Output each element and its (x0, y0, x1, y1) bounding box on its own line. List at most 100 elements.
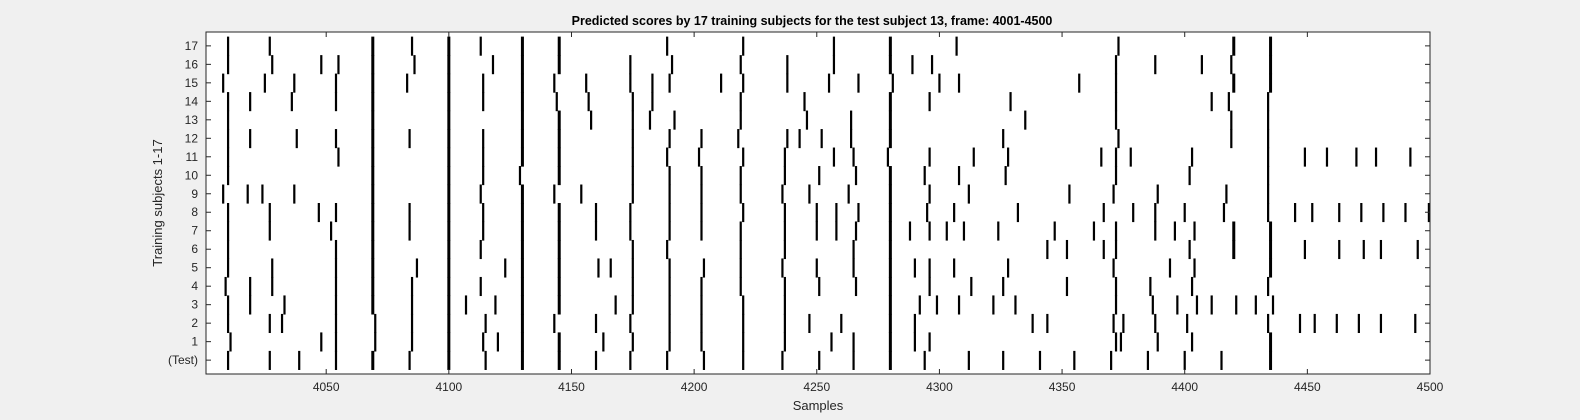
event-mark (224, 276, 227, 297)
y-tick-label: 5 (191, 261, 198, 275)
x-tick-label: 4500 (1417, 380, 1444, 394)
event-mark (970, 276, 973, 297)
event-mark (847, 184, 850, 204)
event-mark (700, 313, 703, 334)
event-mark (374, 313, 377, 334)
event-mark (594, 350, 598, 370)
event-mark (334, 129, 338, 149)
event-mark (668, 258, 671, 278)
event-mark (271, 55, 274, 75)
y-tick-label: 12 (185, 131, 199, 145)
event-mark (520, 184, 524, 204)
event-mark (408, 221, 411, 241)
event-row (226, 147, 1412, 167)
event-mark (1102, 239, 1105, 260)
event-mark (410, 313, 414, 334)
event-mark (447, 92, 451, 112)
event-mark (1200, 55, 1203, 75)
event-mark (410, 295, 414, 315)
event-mark (739, 184, 742, 204)
event-mark (742, 36, 745, 56)
event-mark (666, 36, 669, 56)
event-row (226, 221, 1273, 241)
event-mark (1195, 295, 1199, 315)
event-mark (1156, 332, 1159, 352)
event-mark (249, 276, 252, 297)
event-mark (1014, 295, 1017, 315)
event-row (222, 73, 1273, 93)
event-mark (520, 276, 524, 297)
event-mark (553, 184, 556, 204)
event-mark (1002, 276, 1005, 297)
event-row (226, 92, 1270, 112)
event-mark (818, 166, 821, 186)
event-mark (520, 203, 524, 223)
event-mark (854, 276, 858, 297)
event-mark (1173, 221, 1176, 241)
event-mark (1188, 239, 1191, 260)
event-mark (520, 350, 524, 370)
event-mark (263, 73, 266, 93)
event-mark (742, 73, 745, 93)
event-mark (464, 295, 468, 315)
event-mark (928, 276, 931, 297)
event-mark (504, 258, 507, 278)
event-mark (371, 110, 375, 130)
y-tick-label: 11 (186, 150, 199, 164)
event-mark (913, 332, 916, 352)
event-mark (1267, 147, 1270, 167)
event-mark (1112, 184, 1115, 204)
event-mark (1409, 147, 1412, 167)
event-mark (1235, 295, 1238, 315)
x-tick-label: 4300 (926, 380, 953, 394)
event-mark (739, 258, 742, 278)
event-mark (1230, 110, 1233, 130)
event-mark (482, 332, 485, 352)
event-mark (888, 350, 892, 370)
event-mark (447, 295, 451, 315)
event-mark (739, 166, 742, 186)
event-mark (815, 203, 818, 223)
event-mark (913, 313, 916, 334)
event-mark (1269, 332, 1273, 352)
event-mark (447, 221, 451, 241)
event-mark (587, 92, 590, 112)
event-mark (226, 36, 230, 56)
event-mark (520, 129, 524, 149)
event-mark (334, 332, 338, 352)
event-mark (1222, 203, 1226, 223)
event-mark (938, 73, 941, 93)
event-mark (410, 276, 414, 297)
event-mark (557, 239, 561, 260)
event-mark (888, 239, 892, 260)
event-mark (1114, 239, 1118, 260)
event-mark (553, 313, 556, 334)
y-axis-label: Training subjects 1-17 (150, 139, 165, 266)
event-mark (479, 239, 482, 260)
event-mark (832, 147, 836, 167)
event-mark (1269, 239, 1273, 260)
event-mark (1293, 203, 1297, 223)
event-mark (888, 332, 892, 352)
event-mark (226, 221, 230, 241)
event-mark (1416, 239, 1419, 260)
event-mark (815, 258, 818, 278)
event-mark (1232, 36, 1236, 56)
event-mark (840, 313, 843, 334)
event-mark (1078, 73, 1081, 93)
event-mark (520, 239, 524, 260)
event-mark (737, 129, 740, 149)
event-mark (783, 313, 786, 334)
event-mark (668, 73, 671, 93)
event-mark (1267, 166, 1270, 186)
event-mark (1031, 313, 1034, 334)
event-mark (815, 221, 818, 241)
event-mark (226, 92, 230, 112)
event-mark (888, 258, 892, 278)
event-mark (330, 221, 333, 241)
event-mark (482, 129, 485, 149)
event-mark (668, 203, 671, 223)
event-mark (888, 295, 892, 315)
